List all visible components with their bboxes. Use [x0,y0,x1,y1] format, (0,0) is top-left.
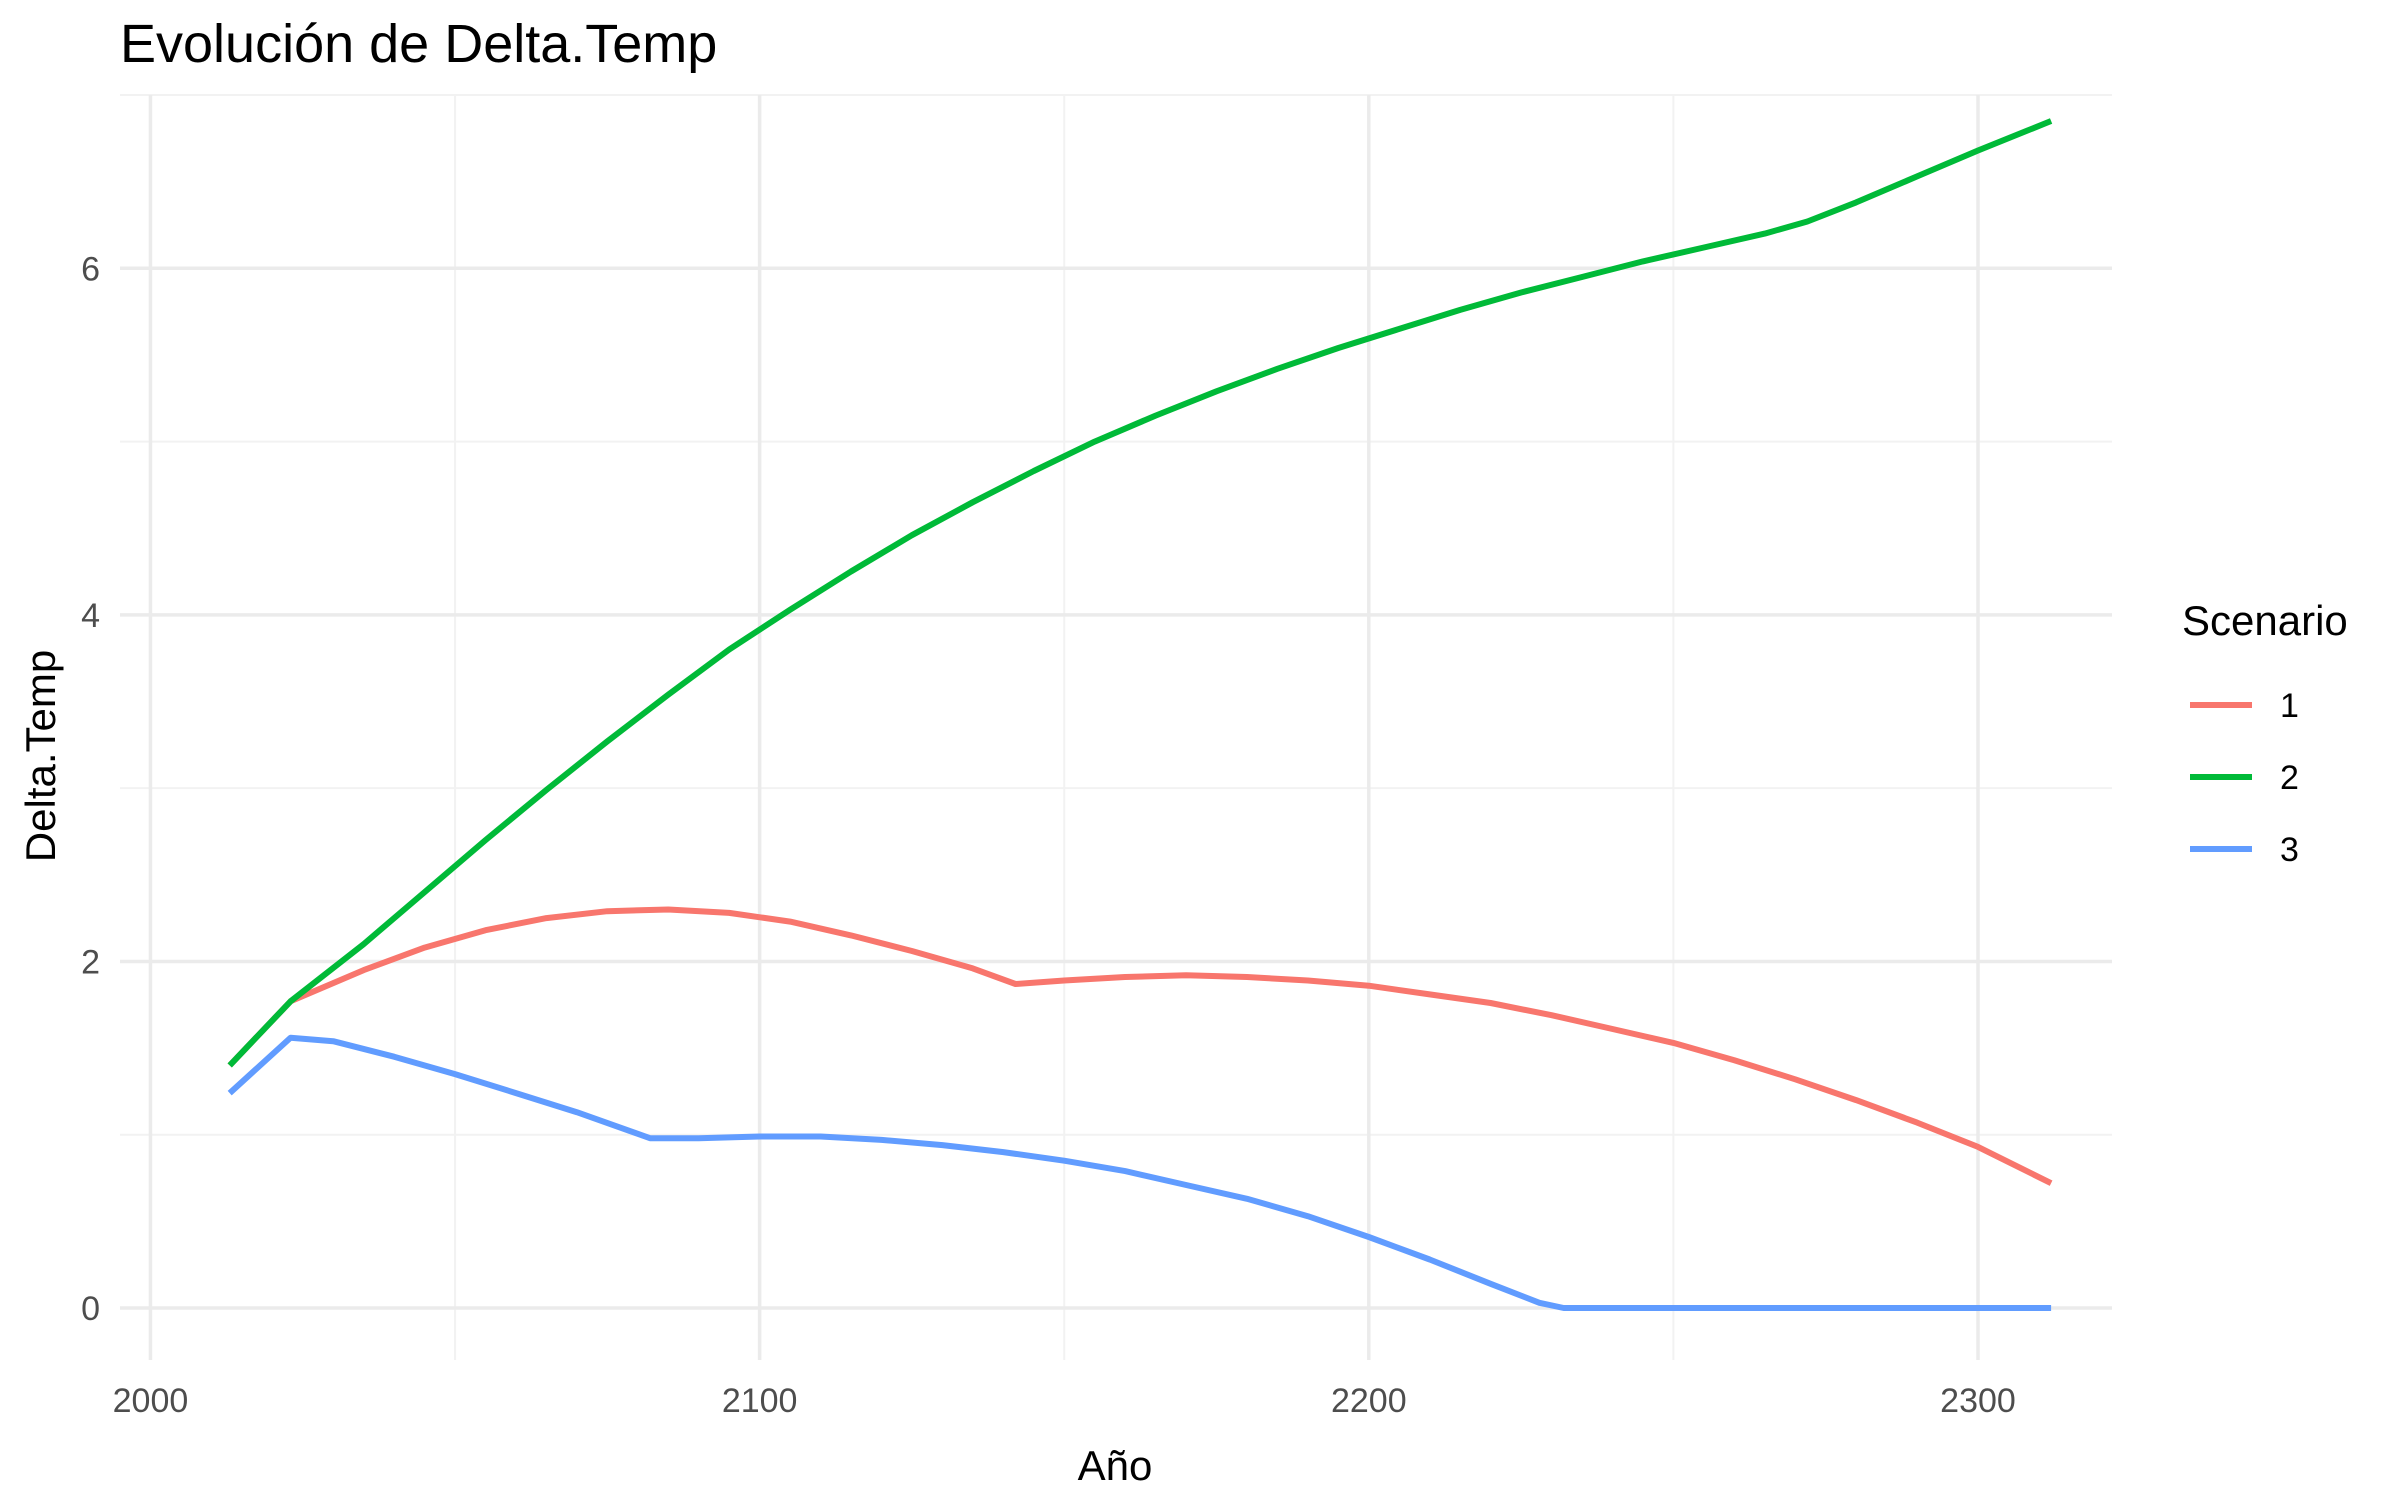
major-gridlines [120,95,2112,1360]
y-axis-title: Delta.Temp [17,650,64,862]
x-tick-label: 2100 [722,1382,798,1420]
y-tick-label: 4 [81,597,100,635]
y-tick-label: 6 [81,250,100,288]
y-axis-ticks: 0 2 4 6 [81,250,100,1328]
legend-label-1: 1 [2280,687,2299,725]
x-tick-label: 2300 [1940,1382,2016,1420]
series-layer [227,118,2053,1311]
legend-items: 1 2 3 [2190,687,2299,869]
legend: Scenario 1 2 3 [2182,597,2348,869]
series-line-1 [227,906,2053,1186]
series-line-2 [227,118,2053,1068]
chart-title: Evolución de Delta.Temp [120,14,717,74]
legend-label-3: 3 [2280,831,2299,869]
legend-label-2: 2 [2280,759,2299,797]
minor-gridlines [120,94,2112,1360]
legend-title: Scenario [2182,597,2348,644]
x-tick-label: 2000 [113,1382,189,1420]
y-tick-label: 0 [81,1290,100,1328]
series-line-3 [227,1034,2052,1311]
y-tick-label: 2 [81,943,100,981]
x-tick-label: 2200 [1331,1382,1407,1420]
x-axis-ticks: 2000 2100 2200 2300 [113,1382,2016,1420]
x-axis-title: Año [1078,1442,1153,1489]
